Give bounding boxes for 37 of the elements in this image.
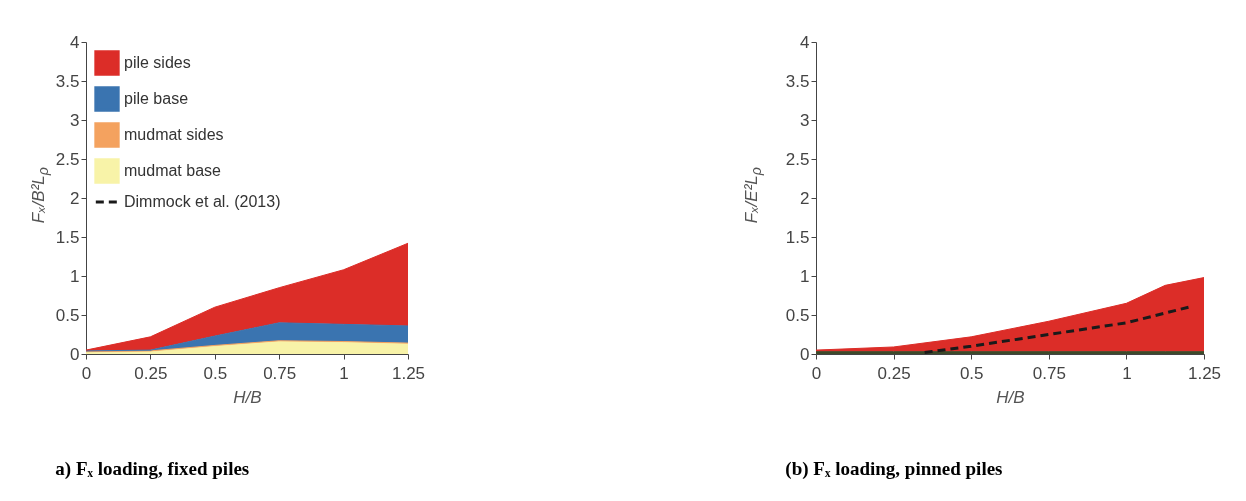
x-tick-label: 0.75 (263, 363, 297, 383)
y-tick-label: 0.5 (785, 305, 810, 325)
x-axis-title: H/B (233, 387, 262, 407)
y-tick-label: 2.5 (55, 149, 80, 169)
x-tick-label: 1 (1122, 363, 1132, 383)
y-tick-label: 1 (70, 266, 80, 286)
x-tick-label: 0.25 (134, 363, 168, 383)
legend-label: mudmat base (124, 162, 222, 179)
legend-label: Dimmock et al. (2013) (124, 193, 281, 210)
x-tick-label: 0.5 (203, 363, 228, 383)
x-tick-label: 1 (339, 363, 349, 383)
y-tick-label: 3.5 (55, 71, 80, 91)
y-tick-label: 0 (800, 344, 810, 364)
y-tick-label: 2 (70, 188, 80, 208)
x-tick-label: 1.25 (1187, 363, 1222, 383)
legend-label: pile base (124, 90, 189, 107)
y-tick-label: 0.5 (55, 305, 80, 325)
x-tick-label: 0.25 (877, 363, 911, 383)
x-tick-label: 0.5 (959, 363, 984, 383)
x-tick-label: 1.25 (391, 363, 426, 383)
y-tick-label: 2 (800, 188, 810, 208)
y-tick-label: 1.5 (785, 227, 810, 247)
y-tick-label: 4 (800, 32, 810, 52)
legend-label: pile sides (124, 54, 191, 71)
x-tick-label: 0.75 (1032, 363, 1066, 383)
y-tick-label: 3 (800, 110, 810, 130)
text: a) Fₓ loading, fixed piles (55, 458, 250, 480)
text: (b) Fₓ loading, pinned piles (785, 458, 1003, 480)
y-tick-label: 0 (70, 344, 80, 364)
y-tick-label: 4 (70, 32, 80, 52)
y-tick-label: 3 (70, 110, 80, 130)
x-axis-title: H/B (996, 387, 1025, 407)
legend-label: mudmat sides (124, 126, 224, 143)
y-tick-label: 2.5 (785, 149, 810, 169)
y-tick-label: 1 (800, 266, 810, 286)
y-tick-label: 1.5 (55, 227, 80, 247)
y-tick-label: 3.5 (785, 71, 810, 91)
